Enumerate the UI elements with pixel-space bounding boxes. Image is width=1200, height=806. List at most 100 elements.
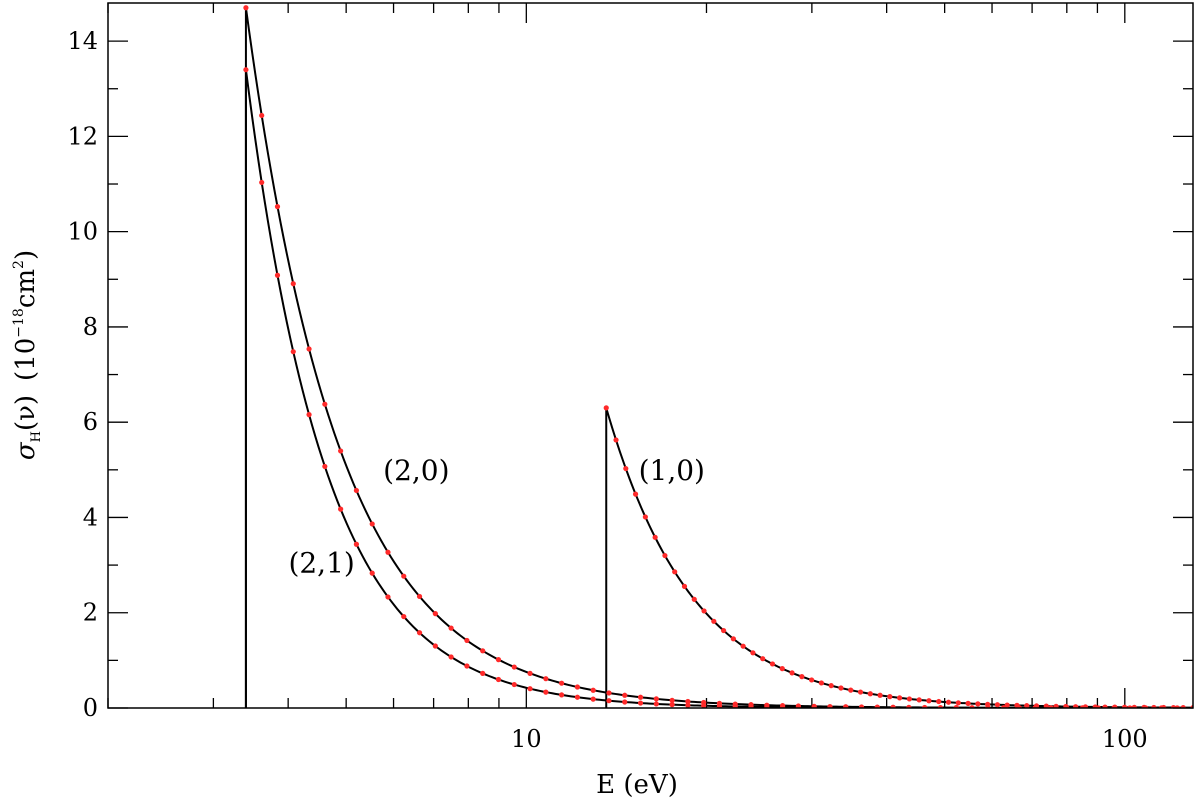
- series-point: [1082, 704, 1089, 708]
- series-point: [338, 506, 344, 512]
- curve-label: (2,1): [288, 547, 354, 580]
- y-title-units-mid: cm: [11, 269, 41, 308]
- series-point: [1112, 704, 1118, 708]
- y-title-units-close: ): [11, 250, 41, 260]
- series-point: [945, 699, 952, 705]
- series-point: [353, 541, 360, 547]
- series-point: [243, 67, 249, 73]
- series-point: [936, 698, 942, 705]
- series-point: [730, 636, 736, 642]
- series-point: [811, 704, 817, 708]
- series-point: [685, 702, 691, 708]
- series-point: [590, 696, 596, 702]
- y-title-units-exponent: −18: [11, 308, 27, 338]
- series-point: [897, 695, 903, 701]
- y-tick-label: 4: [83, 503, 98, 531]
- series-point: [1121, 704, 1128, 708]
- series-point: [916, 697, 922, 703]
- series-point: [274, 272, 281, 278]
- series-point: [385, 549, 391, 555]
- series-point: [369, 570, 375, 576]
- series-point: [760, 656, 766, 662]
- series-point: [955, 700, 961, 706]
- series-point: [926, 698, 932, 704]
- series-point: [1151, 704, 1157, 708]
- series-point: [1043, 703, 1049, 708]
- series-point: [385, 594, 391, 600]
- y-tick-label: 0: [83, 694, 98, 722]
- series-point: [495, 676, 502, 683]
- series-point: [464, 663, 470, 669]
- curve-label: (1,0): [639, 454, 705, 487]
- series-point: [401, 613, 407, 620]
- series-point: [732, 703, 738, 708]
- y-title-argument: (ν): [11, 395, 41, 431]
- series-point: [828, 683, 834, 689]
- series-point: [401, 573, 407, 579]
- series-point: [1014, 702, 1020, 708]
- series-point: [306, 412, 312, 418]
- series-point: [1073, 704, 1079, 708]
- series-point: [653, 701, 659, 707]
- series-point: [1141, 704, 1147, 708]
- series-point: [543, 676, 549, 682]
- series-point: [750, 650, 756, 656]
- series-point: [769, 661, 776, 667]
- series-point: [1024, 703, 1030, 708]
- series-point: [432, 643, 438, 649]
- y-title-units-exponent2: 2: [11, 260, 27, 269]
- x-tick-label: 100: [1102, 725, 1148, 753]
- series-point: [632, 491, 639, 497]
- y-tick-label: 14: [67, 27, 98, 55]
- series-point: [838, 685, 844, 691]
- y-tick-label: 2: [83, 599, 98, 627]
- series-point: [672, 569, 678, 575]
- y-tick-label: 10: [67, 218, 98, 246]
- series-point: [606, 698, 612, 704]
- markers: [243, 5, 1193, 708]
- series-point: [527, 686, 533, 692]
- series-point: [906, 696, 913, 702]
- series-point: [1102, 704, 1108, 708]
- series-line: [244, 7, 1193, 708]
- series-point: [685, 698, 691, 705]
- series-point: [789, 670, 795, 676]
- series-point: [527, 670, 533, 676]
- series-point: [691, 596, 697, 602]
- series-point: [464, 637, 470, 644]
- series-point: [1033, 703, 1040, 708]
- axis-ticks: [107, 3, 1193, 709]
- series-point: [495, 657, 502, 663]
- series-point: [867, 691, 873, 697]
- series-point: [748, 704, 754, 708]
- series-point: [448, 654, 454, 660]
- series-point: [480, 670, 486, 677]
- series-point: [1053, 703, 1059, 708]
- series-point: [669, 697, 675, 703]
- series-point: [480, 648, 486, 654]
- series-point: [1004, 702, 1010, 708]
- series-point: [590, 687, 596, 693]
- series-point: [622, 692, 628, 698]
- series-point: [511, 664, 517, 670]
- series-point: [432, 611, 438, 617]
- series-point: [559, 692, 565, 698]
- series-point: [764, 704, 770, 708]
- series-point: [322, 463, 328, 470]
- tick-labels: 10 100 0 2 4 6 8 10 12 14: [67, 27, 1147, 753]
- y-axis-title: σH(ν) (10−18cm2): [11, 250, 44, 460]
- series-point: [274, 204, 281, 210]
- series-point: [306, 346, 312, 352]
- curve-label: (2,0): [383, 454, 449, 487]
- series-point: [290, 281, 296, 287]
- series-point: [622, 699, 628, 705]
- series-point: [681, 583, 688, 589]
- series-point: [652, 534, 658, 540]
- series-point: [711, 618, 717, 624]
- series-line: [244, 69, 1193, 708]
- series-point: [574, 684, 581, 690]
- series-point: [543, 689, 549, 695]
- series-point: [799, 674, 805, 680]
- series-point: [1161, 704, 1167, 708]
- series-point: [259, 179, 265, 186]
